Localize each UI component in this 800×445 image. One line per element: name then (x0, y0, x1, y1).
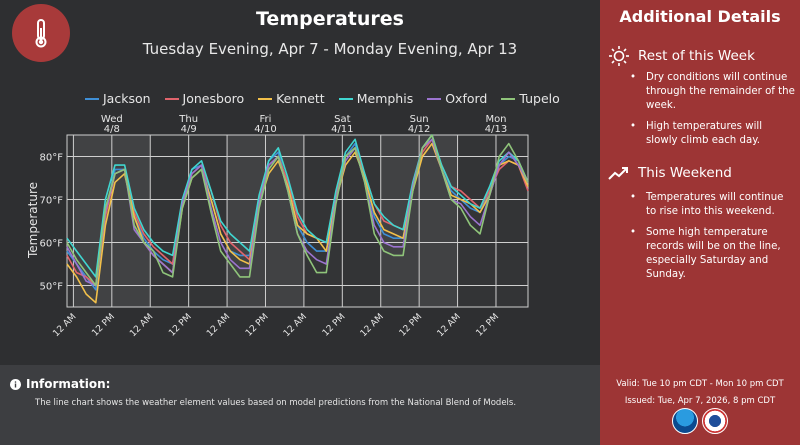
legend-swatch (85, 97, 99, 100)
x-tick-label: 12 AM (282, 312, 309, 339)
info-icon (10, 378, 21, 390)
legend-label: Memphis (356, 91, 414, 106)
legend-item-oxford[interactable]: Oxford (427, 91, 487, 106)
legend-label: Oxford (445, 91, 488, 106)
valid-time: Valid: Tue 10 pm CDT - Mon 10 pm CDT (616, 379, 784, 389)
plot-border (66, 134, 529, 308)
page-title: Temperatures (256, 8, 404, 30)
info-text: The line chart shows the weather element… (35, 398, 517, 408)
issued-time: Issued: Tue, Apr 7, 2026, 8 pm CDT (624, 396, 776, 406)
x-tick-label: 12 PM (244, 312, 271, 339)
legend-item-tupelo[interactable]: Tupelo (501, 91, 560, 106)
day-label: Sun (410, 114, 429, 125)
trending-up-icon (608, 167, 628, 180)
legend-swatch (338, 97, 353, 100)
y-tick-label: 80°F (40, 153, 64, 164)
legend-item-kennett[interactable]: Kennett (258, 91, 325, 106)
list-item: Dry conditions will continue through the… (630, 71, 796, 113)
date-label: 4/13 (485, 124, 507, 135)
temperature-chart: 50°F 60°F 70°F 80°F 12 AM 12 PM 12 AM 12 PM 12 A… (40, 114, 529, 339)
date-label: 4/11 (331, 124, 353, 135)
day-label: Wed (101, 114, 123, 125)
day-label: Fri (260, 114, 272, 125)
date-label: 4/9 (181, 124, 197, 135)
noaa-logo (672, 408, 698, 434)
legend-item-memphis[interactable]: Memphis (338, 91, 414, 106)
day-band (67, 135, 74, 307)
y-tick-label: 50°F (40, 282, 64, 293)
date-label: 4/8 (104, 124, 120, 135)
legend-swatch (501, 97, 516, 100)
page-subtitle: Tuesday Evening, Apr 7 - Monday Evening,… (142, 40, 518, 58)
legend-item-jackson[interactable]: Jackson (85, 91, 151, 106)
y-tick-label: 70°F (40, 196, 64, 207)
legend-label: Jonesboro (182, 91, 245, 106)
series-line-tupelo (66, 134, 529, 287)
series-line-memphis (66, 134, 529, 278)
chart-panel: Temperatures Tuesday Evening, Apr 7 - Mo… (12, 4, 560, 340)
this-weekend-list: Temperatures will continue to rise into … (630, 191, 796, 289)
legend-swatch (258, 97, 273, 100)
section-rest-of-week: Rest of this Week (608, 45, 755, 67)
x-tick-label: 12 AM (51, 312, 78, 339)
day-label: Mon (485, 114, 506, 125)
details-panel: Additional Details Rest of this Week Dry… (600, 0, 800, 445)
legend-swatch (164, 97, 179, 100)
x-tick-label: 12 PM (167, 312, 194, 339)
y-tick-label: 60°F (40, 239, 64, 250)
day-label: Thu (178, 114, 198, 125)
rest-of-week-list: Dry conditions will continue through the… (630, 71, 796, 155)
day-label: Sat (334, 114, 350, 125)
details-title: Additional Details (619, 7, 781, 26)
legend-label: Tupelo (519, 91, 560, 106)
date-label: 4/12 (408, 124, 430, 135)
thermometer-icon (12, 4, 70, 62)
legend-label: Kennett (276, 91, 325, 106)
x-tick-label: 12 AM (436, 312, 463, 339)
x-tick-label: 12 PM (90, 312, 117, 339)
x-tick-label: 12 AM (359, 312, 386, 339)
info-heading: Information: (26, 377, 111, 391)
section-this-weekend: This Weekend (608, 165, 732, 181)
sun-icon (609, 46, 629, 66)
list-item: Temperatures will continue to rise into … (630, 191, 796, 219)
chart-legend: Jackson Jonesboro Kennett Memphis Oxford Tupe… (85, 91, 560, 106)
info-bar: Information: The line chart shows the we… (0, 365, 600, 445)
date-label: 4/10 (254, 124, 276, 135)
legend-item-jonesboro[interactable]: Jonesboro (164, 91, 245, 106)
legend-swatch (427, 97, 442, 100)
x-tick-label: 12 AM (128, 312, 155, 339)
nws-logo (702, 408, 728, 434)
x-tick-label: 12 PM (398, 312, 425, 339)
x-tick-label: 12 AM (205, 312, 232, 339)
x-tick-label: 12 PM (321, 312, 348, 339)
x-tick-label: 12 PM (475, 312, 502, 339)
legend-label: Jackson (103, 91, 151, 106)
list-item: Some high temperature records will be on… (630, 226, 796, 282)
list-item: High temperatures will slowly climb each… (630, 120, 796, 148)
